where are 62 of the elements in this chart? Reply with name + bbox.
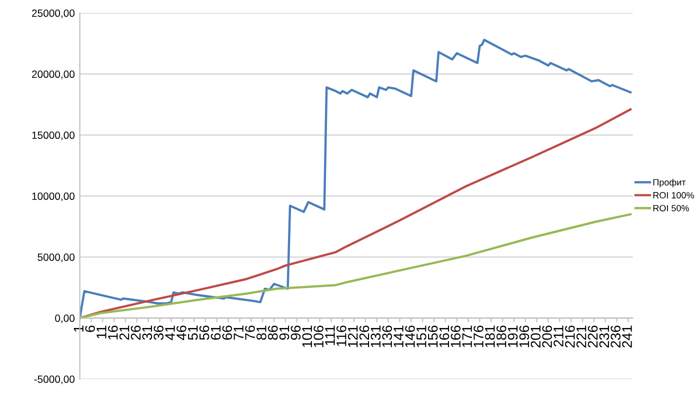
- x-tick-label: 96: [290, 326, 301, 340]
- x-tick-label: 141: [394, 326, 404, 348]
- x-tick-label: 91: [279, 326, 290, 340]
- x-tick-label: 86: [268, 326, 278, 340]
- x-tick-label: 236: [610, 326, 621, 348]
- x-tick-label: 131: [370, 326, 381, 348]
- x-tick-label: 191: [508, 326, 518, 348]
- x-tick-label: 171: [462, 326, 472, 348]
- x-tick-label: 126: [359, 326, 370, 348]
- x-tick-label: 151: [416, 326, 426, 348]
- x-tick-label: 66: [222, 326, 232, 340]
- x-tick-label: 106: [314, 326, 324, 348]
- x-tick-label: 181: [485, 326, 495, 348]
- y-tick-label: 20000,00: [32, 70, 75, 80]
- x-tick-label: 201: [530, 326, 541, 348]
- x-tick-label: 6: [85, 326, 95, 332]
- x-tick-label: 111: [325, 326, 335, 346]
- x-tick-label: 76: [245, 326, 255, 340]
- x-tick-label: 41: [165, 326, 175, 340]
- x-tick-label: 1: [74, 326, 84, 332]
- x-tick-label: 21: [119, 326, 130, 340]
- legend-label: Профит: [653, 178, 686, 188]
- legend-label: ROI 50%: [653, 204, 689, 212]
- line-series: [80, 213, 632, 320]
- x-tick-label: 51: [188, 326, 198, 340]
- x-tick-label: 216: [564, 326, 575, 348]
- x-tick-label: 156: [428, 326, 438, 348]
- x-tick-label: 116: [336, 326, 346, 346]
- x-tick-label: 146: [405, 326, 415, 348]
- x-tick-label: 166: [450, 326, 461, 348]
- x-tick-label: 16: [108, 326, 118, 340]
- x-tick-label: 31: [142, 326, 152, 340]
- y-tick-label: 0,00: [55, 314, 75, 324]
- x-tick-label: 241: [622, 326, 632, 348]
- x-tick-label: 161: [439, 326, 450, 348]
- y-tick-label: 25000,00: [32, 10, 75, 18]
- x-tick-label: 121: [348, 326, 358, 348]
- x-tick-label: 136: [382, 326, 392, 348]
- x-tick-label: 176: [474, 326, 484, 348]
- line-series: [80, 108, 632, 320]
- x-tick-label: 81: [256, 326, 266, 340]
- x-tick-label: 56: [199, 326, 210, 340]
- x-tick-label: 221: [576, 326, 586, 348]
- x-tick-label: 101: [302, 326, 312, 348]
- x-tick-label: 226: [588, 326, 598, 348]
- x-tick-label: 71: [234, 326, 244, 340]
- y-tick-label: -5000,00: [34, 376, 75, 384]
- y-tick-label: 10000,00: [32, 192, 75, 202]
- x-tick-label: 36: [154, 326, 164, 340]
- x-tick-label: 11: [96, 326, 106, 338]
- x-tick-label: 196: [519, 326, 530, 348]
- line-series: [80, 38, 632, 320]
- x-tick-label: 231: [599, 326, 610, 348]
- y-tick-label: 5000,00: [38, 254, 75, 262]
- legend-label: ROI 100%: [653, 192, 694, 198]
- x-tick-label: 186: [496, 326, 506, 348]
- x-tick-label: 26: [130, 326, 141, 340]
- x-tick-label: 211: [554, 326, 564, 346]
- x-tick-label: 46: [176, 326, 186, 340]
- y-tick-label: 15000,00: [32, 132, 75, 140]
- x-tick-label: 206: [542, 326, 552, 348]
- x-tick-label: 61: [210, 326, 221, 340]
